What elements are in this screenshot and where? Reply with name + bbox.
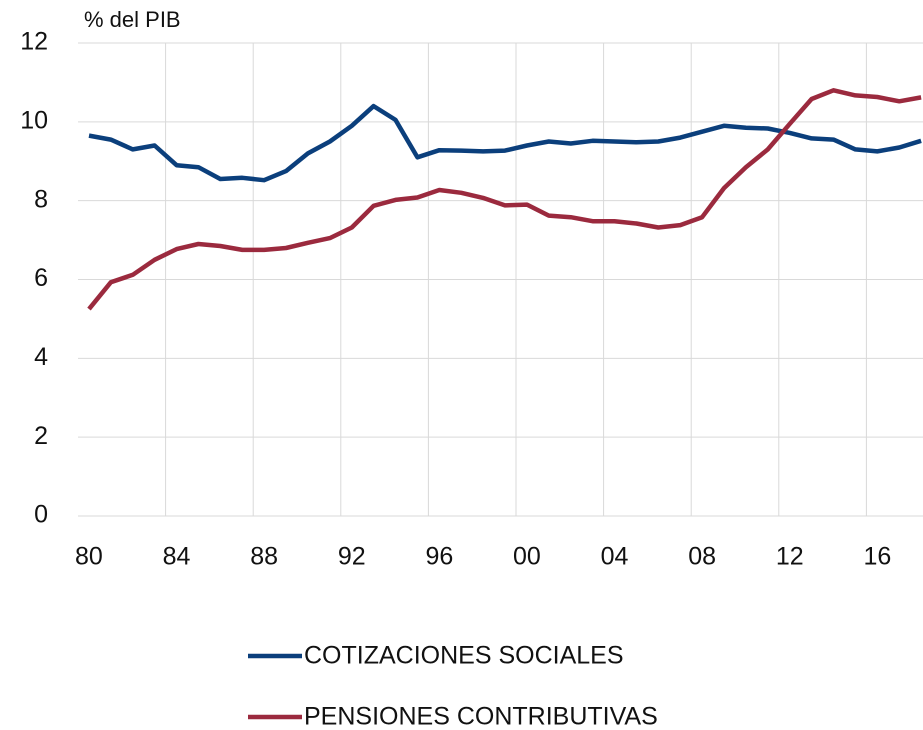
y-tick-label: 12 — [20, 28, 48, 56]
x-tick-label: 88 — [250, 543, 278, 571]
y-tick-label: 10 — [20, 106, 48, 134]
x-tick-label: 92 — [338, 543, 366, 571]
series-line — [87, 88, 922, 311]
y-tick-label: 0 — [34, 501, 48, 529]
x-tick-label: 00 — [513, 543, 541, 571]
legend-label: COTIZACIONES SOCIALES — [304, 642, 624, 670]
x-tick-label: 12 — [776, 543, 804, 571]
x-tick-label: 04 — [601, 543, 629, 571]
x-tick-label: 16 — [863, 543, 891, 571]
x-tick-label: 80 — [75, 543, 103, 571]
y-tick-label: 4 — [34, 343, 48, 371]
y-tick-label: 8 — [34, 185, 48, 213]
legend-label: PENSIONES CONTRIBUTIVAS — [304, 703, 658, 730]
x-tick-label: 08 — [688, 543, 716, 571]
x-tick-label: 84 — [163, 543, 191, 571]
y-axis-label: % del PIB — [84, 7, 181, 32]
y-tick-label: 2 — [34, 422, 48, 450]
y-tick-label: 6 — [34, 264, 48, 292]
x-tick-label: 96 — [425, 543, 453, 571]
